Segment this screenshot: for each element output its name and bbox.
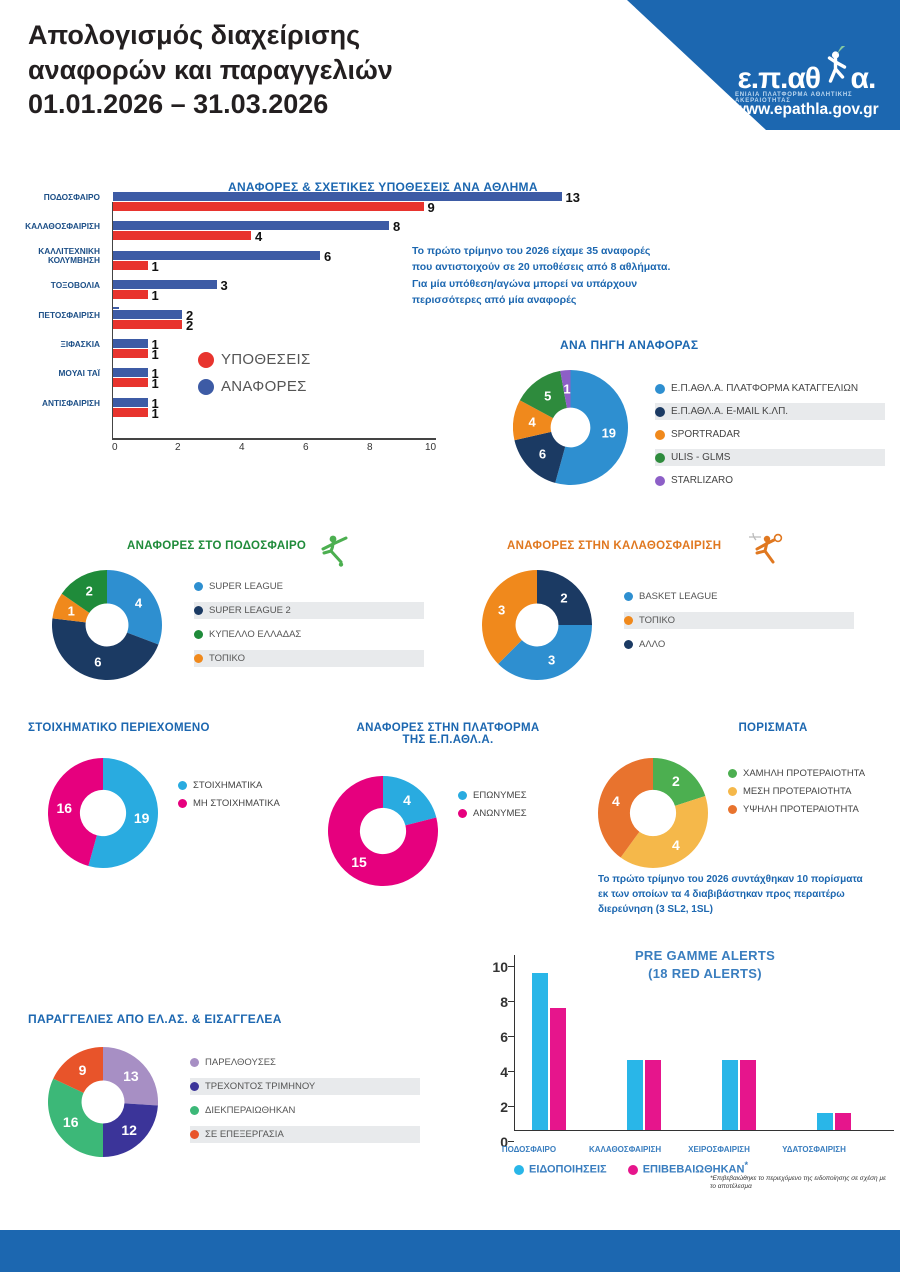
svg-text:α.: α. xyxy=(851,62,876,95)
svg-text:ε.π.αθ: ε.π.αθ xyxy=(738,62,821,95)
